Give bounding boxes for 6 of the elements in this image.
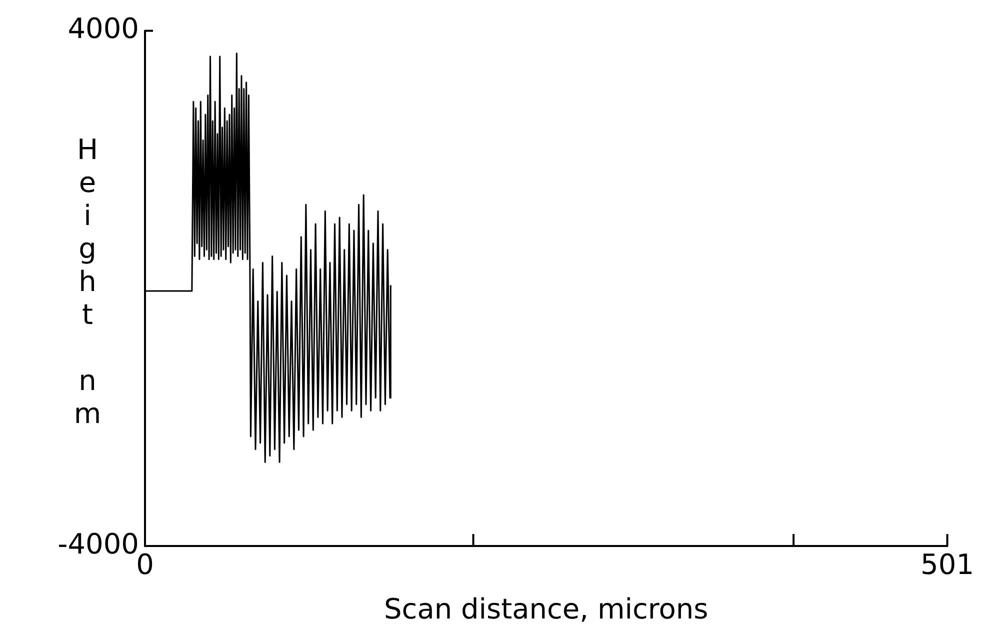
y-tick-label: -4000 bbox=[58, 527, 139, 560]
y-tick-label: 4000 bbox=[68, 12, 139, 46]
x-axis-title: Scan distance, microns bbox=[384, 592, 708, 626]
y-axis-title: Height nm bbox=[70, 133, 104, 430]
x-tick-label: 501 bbox=[920, 548, 974, 582]
x-tick-label: 0 bbox=[136, 548, 154, 582]
